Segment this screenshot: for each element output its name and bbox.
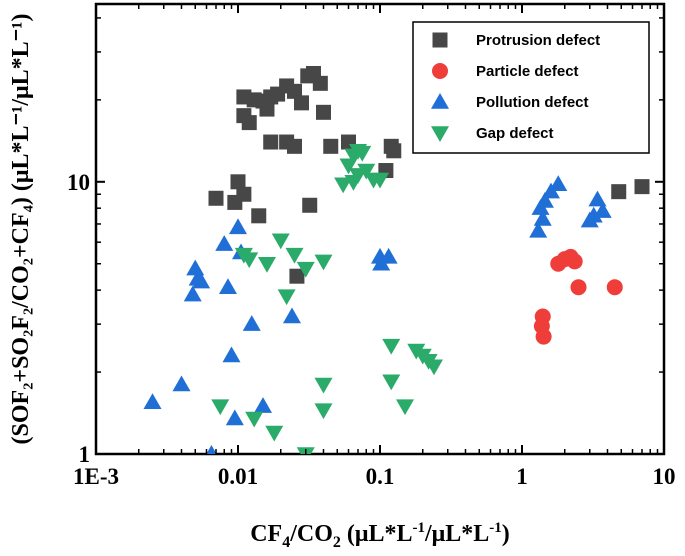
gap-defect-point	[271, 233, 290, 250]
ticks-layer: 1E-3 0.01 0.1 1 10 1 10	[67, 4, 676, 489]
legend: Protrusion defect Particle defect Pollutio…	[412, 21, 650, 154]
pollution-defect-point	[584, 206, 603, 223]
pollution-defect-point	[529, 221, 548, 238]
legend-marker-pollution-defect	[431, 93, 449, 109]
gap-defect-point	[211, 399, 230, 416]
legend-label-protrusion-defect: Protrusion defect	[476, 32, 600, 49]
gap-defect-point	[257, 256, 276, 273]
pollution-defect-point	[588, 190, 607, 207]
protrusion-defect-point	[312, 75, 328, 91]
pollution-defect-point	[172, 375, 191, 392]
protrusion-defect-point	[287, 83, 303, 99]
gap-defect-point	[382, 374, 401, 391]
protrusion-defect-point	[315, 104, 331, 120]
protrusion-defect-point	[293, 95, 309, 111]
gap-defect-point	[334, 177, 353, 194]
gap-defect-point	[371, 172, 389, 189]
pollution-defect-point	[254, 397, 273, 413]
legend-label-particle-defect: Particle defect	[476, 63, 579, 80]
gap-defect-point	[240, 252, 259, 269]
pollution-defect-point	[215, 235, 234, 251]
protrusion-defect-point	[227, 194, 243, 210]
gap-defect-point	[424, 359, 443, 376]
particle-defect-point	[535, 328, 552, 345]
pollution-defect-point	[535, 192, 554, 208]
pollution-defect-point	[222, 346, 241, 363]
pollution-defect-point	[206, 445, 217, 454]
y-axis-title: (SOF₂+SO₂F₂/CO₂+CF₄) (μL*L⁻¹/μL*L⁻¹)	[8, 14, 34, 445]
pollution-defect-point	[379, 247, 398, 264]
y-tick-label: 10	[67, 170, 90, 195]
protrusion-defect-point	[208, 190, 224, 206]
legend-label-gap-defect: Gap defect	[476, 125, 554, 142]
protrusion-defect-point	[302, 197, 318, 213]
protrusion-defect-point	[611, 184, 627, 200]
protrusion-defect-point	[289, 268, 305, 284]
pollution-defect-point	[183, 285, 202, 302]
pollution-defect-point	[372, 254, 391, 271]
gap-defect-point	[314, 377, 333, 394]
gap-defect-point	[277, 289, 296, 306]
gap-defect-point	[245, 411, 264, 428]
particle-defect-point	[566, 253, 583, 270]
pollution-defect-point	[229, 218, 247, 235]
markers-layer	[143, 65, 650, 454]
y-tick-label: 1	[79, 442, 91, 467]
pollution-defect-point	[225, 409, 244, 426]
legend-box	[412, 21, 650, 154]
x-tick-label: 1	[516, 464, 528, 489]
gap-defect-point	[357, 163, 376, 180]
protrusion-defect-point	[251, 208, 267, 224]
legend-marker-gap-defect	[431, 126, 449, 142]
gap-defect-point	[265, 425, 284, 442]
pollution-defect-point	[192, 272, 211, 289]
x-tick-label: 0.01	[218, 464, 258, 489]
pollution-defect-point	[242, 315, 261, 331]
pollution-defect-point	[533, 210, 552, 226]
gap-defect-point	[314, 254, 333, 271]
protrusion-defect-point	[323, 138, 339, 154]
legend-label-pollution-defect: Pollution defect	[476, 94, 589, 111]
protrusion-defect-point	[386, 143, 402, 159]
gap-defect-point	[382, 338, 401, 355]
gap-defect-point	[396, 399, 415, 416]
protrusion-defect-point	[634, 179, 650, 195]
pollution-defect-point	[549, 175, 568, 191]
gap-defect-point	[296, 261, 315, 278]
pollution-defect-point	[593, 202, 612, 218]
pollution-defect-point	[143, 393, 162, 409]
gap-defect-point	[314, 403, 333, 420]
pollution-defect-point	[282, 307, 301, 324]
gap-defect-point	[285, 247, 304, 264]
protrusion-defect-point	[259, 101, 275, 117]
particle-defect-point	[570, 279, 587, 296]
legend-marker-protrusion-defect	[432, 32, 448, 48]
particle-defect-point	[606, 279, 623, 296]
x-tick-label: 10	[653, 464, 676, 489]
x-tick-label: 0.1	[366, 464, 395, 489]
pollution-defect-point	[218, 278, 237, 294]
pollution-defect-point	[186, 259, 205, 276]
protrusion-defect-point	[263, 134, 279, 150]
x-tick-label: 1E-3	[73, 464, 119, 489]
protrusion-defect-point	[287, 138, 303, 154]
protrusion-defect-point	[241, 115, 257, 131]
x-axis-title: CF4/CO2 (μL*L-1/μL*L-1)	[250, 520, 510, 551]
gap-defect-point	[339, 158, 358, 175]
gap-defect-point	[353, 145, 372, 162]
protrusion-defect-point	[230, 174, 246, 190]
legend-marker-particle-defect	[432, 63, 448, 79]
